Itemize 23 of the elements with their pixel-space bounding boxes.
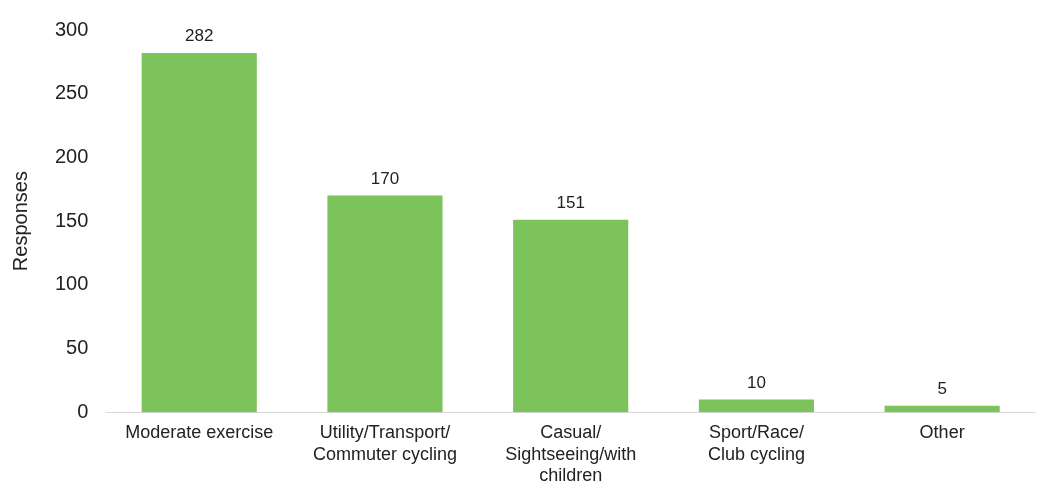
y-tick-label: 0 — [77, 399, 89, 422]
data-label: 5 — [937, 379, 947, 399]
bar — [327, 195, 443, 413]
x-tick-label: Sport/Race/ Club cycling — [707, 421, 805, 464]
x-tick-label: Other — [919, 421, 965, 442]
data-label: 10 — [746, 372, 766, 392]
y-tick-label: 300 — [54, 17, 89, 40]
bar — [513, 219, 629, 413]
x-tick-label: Casual/ Sightseeing/with children — [505, 421, 637, 486]
y-tick-label: 250 — [54, 81, 89, 104]
bar — [884, 405, 1000, 413]
data-label: 282 — [185, 26, 214, 46]
bar — [698, 399, 814, 413]
data-label: 170 — [370, 168, 400, 188]
x-tick-label: Moderate exercise — [125, 421, 274, 442]
y-tick-label: 50 — [66, 336, 89, 359]
y-axis-title: Responses — [8, 171, 31, 272]
bar — [141, 52, 257, 413]
y-tick-label: 200 — [54, 144, 89, 167]
y-tick-label: 100 — [54, 272, 89, 295]
data-label: 151 — [556, 193, 585, 213]
x-tick-label: Utility/Transport/ Commuter cycling — [312, 421, 457, 464]
y-tick-label: 150 — [54, 208, 89, 231]
